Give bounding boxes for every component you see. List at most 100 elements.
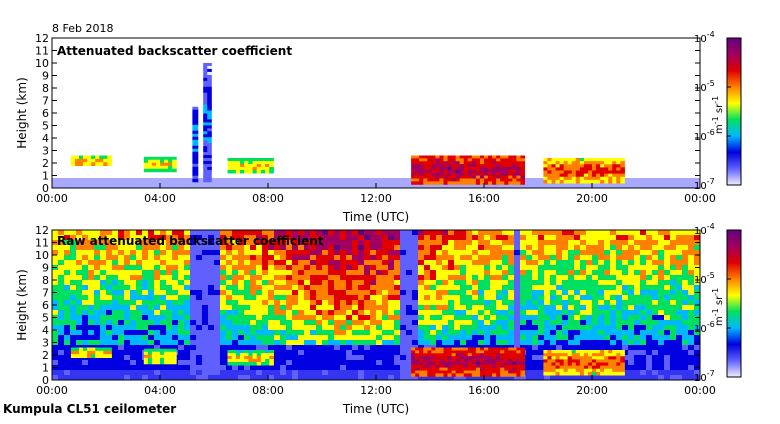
heatmap-cell: [658, 310, 664, 315]
feature-cell: [492, 370, 497, 374]
heatmap-cell: [400, 270, 406, 275]
feature-cell: [192, 130, 199, 135]
feature-cell: [423, 356, 428, 360]
heatmap-cell: [310, 260, 316, 265]
feature-cell: [596, 362, 601, 367]
heatmap-cell: [610, 235, 616, 240]
feature-cell: [592, 170, 597, 175]
heatmap-cell: [100, 255, 106, 260]
heatmap-cell: [388, 350, 394, 355]
feature-cell: [447, 347, 453, 351]
heatmap-cell: [52, 275, 58, 280]
feature-cell: [488, 178, 493, 182]
heatmap-cell: [388, 305, 394, 310]
feature-cell: [447, 361, 453, 366]
heatmap-cell: [130, 255, 136, 260]
heatmap-cell: [268, 305, 274, 310]
heatmap-cell: [166, 295, 172, 300]
heatmap-cell: [64, 235, 70, 240]
heatmap-cell: [340, 330, 346, 335]
heatmap-cell: [370, 270, 376, 275]
heatmap-cell: [544, 345, 550, 350]
heatmap-cell: [52, 230, 58, 235]
heatmap-cell: [460, 230, 466, 235]
heatmap-cell: [256, 255, 262, 260]
heatmap-cell: [214, 280, 220, 285]
heatmap-cell: [478, 285, 484, 290]
heatmap-cell: [574, 275, 580, 280]
heatmap-cell: [64, 295, 70, 300]
feature-cell: [451, 172, 457, 177]
feature-cell: [555, 173, 561, 178]
heatmap-cell: [100, 250, 106, 255]
heatmap-cell: [442, 265, 448, 270]
heatmap-cell: [238, 260, 244, 265]
heatmap-cell: [400, 330, 406, 335]
feature-cell: [604, 167, 609, 171]
feature-cell: [265, 161, 270, 165]
heatmap-cell: [184, 310, 190, 315]
feature-cell: [207, 86, 212, 91]
heatmap-cell: [670, 280, 676, 285]
feature-cell: [575, 158, 581, 162]
heatmap-cell: [436, 235, 442, 240]
heatmap-cell: [94, 310, 100, 315]
heatmap-cell: [340, 275, 346, 280]
heatmap-cell: [226, 240, 232, 245]
heatmap-cell: [106, 315, 112, 320]
heatmap-cell: [124, 350, 130, 355]
feature-cell: [455, 172, 461, 177]
heatmap-cell: [142, 275, 148, 280]
heatmap-cell: [58, 265, 64, 270]
heatmap-cell: [676, 330, 682, 335]
heatmap-cell: [64, 285, 70, 290]
heatmap-cell: [190, 260, 196, 265]
heatmap-cell: [136, 320, 142, 325]
heatmap-cell: [520, 265, 526, 270]
heatmap-cell: [454, 295, 460, 300]
heatmap-cell: [658, 275, 664, 280]
feature-cell: [559, 176, 565, 181]
heatmap-cell: [304, 235, 310, 240]
heatmap-cell: [100, 330, 106, 335]
feature-cell: [571, 161, 577, 165]
feature-cell: [79, 162, 84, 166]
feature-cell: [543, 359, 548, 363]
feature-cell: [155, 357, 161, 362]
heatmap-cell: [328, 325, 334, 330]
heatmap-cell: [532, 315, 538, 320]
heatmap-cell: [274, 340, 280, 345]
heatmap-cell: [658, 330, 664, 335]
heatmap-cell: [250, 245, 256, 250]
heatmap-cell: [358, 295, 364, 300]
heatmap-cell: [514, 330, 520, 335]
heatmap-cell: [550, 345, 556, 350]
heatmap-cell: [454, 280, 460, 285]
feature-cell: [168, 159, 173, 164]
heatmap-cell: [586, 260, 592, 265]
heatmap-cell: [532, 245, 538, 250]
feature-cell: [244, 158, 249, 162]
feature-cell: [508, 164, 513, 168]
feature-cell: [600, 167, 605, 171]
feature-cell: [427, 155, 432, 159]
heatmap-cell: [592, 270, 598, 275]
feature-cell: [431, 178, 436, 182]
heatmap-cell: [166, 285, 172, 290]
heatmap-cell: [52, 350, 58, 355]
feature-cell: [604, 368, 609, 373]
feature-cell: [467, 353, 473, 357]
feature-cell: [559, 158, 565, 162]
feature-cell: [504, 347, 509, 351]
feature-cell: [520, 169, 525, 174]
heatmap-cell: [466, 280, 472, 285]
heatmap-cell: [574, 325, 580, 330]
heatmap-cell: [400, 325, 406, 330]
heatmap-cell: [154, 270, 160, 275]
heatmap-cell: [376, 300, 382, 305]
feature-cell: [172, 354, 177, 359]
heatmap-cell: [94, 280, 100, 285]
heatmap-cell: [472, 320, 478, 325]
feature-cell: [256, 158, 262, 162]
feature-cell: [571, 173, 577, 178]
